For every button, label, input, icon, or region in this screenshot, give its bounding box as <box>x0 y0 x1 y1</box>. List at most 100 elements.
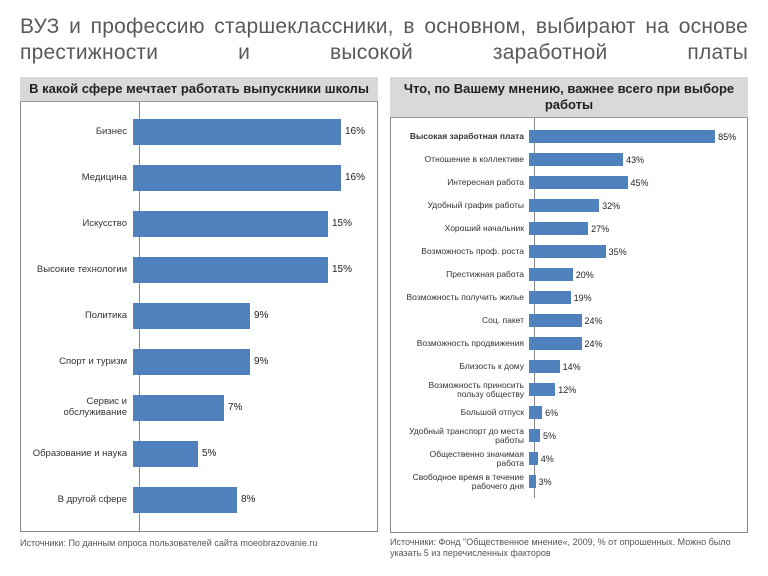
right-bar-label: Возможность продвижения <box>401 339 529 348</box>
right-bar-value: 35% <box>606 245 627 258</box>
left-bar-label: В другой сфере <box>31 495 133 505</box>
left-bar-label: Медицина <box>31 173 133 183</box>
right-bar-label: Отношение в коллективе <box>401 155 529 164</box>
right-source: Источники: Фонд "Общественное мнение«, 2… <box>390 537 748 560</box>
right-bar-value: 19% <box>571 291 592 304</box>
right-bar-label: Большой отпуск <box>401 408 529 417</box>
right-bar-wrap: 35% <box>529 245 737 258</box>
left-chart-title: В какой сфере мечтает работать выпускник… <box>20 77 378 102</box>
right-bar-label: Интересная работа <box>401 178 529 187</box>
right-bar <box>529 406 542 419</box>
left-bar <box>133 211 328 237</box>
left-bar-value: 9% <box>250 349 268 375</box>
right-bar-wrap: 20% <box>529 268 737 281</box>
left-bar-label: Высокие технологии <box>31 265 133 275</box>
left-bar-row: В другой сфере 8% <box>31 480 367 520</box>
left-bar <box>133 303 250 329</box>
left-bar-label: Сервис и обслуживание <box>31 397 133 418</box>
right-bar-value: 43% <box>623 153 644 166</box>
right-bar-row: Престижная работа20% <box>401 264 737 285</box>
left-plot-area: Бизнес16%Медицина16%Искусство15%Высокие … <box>21 102 377 532</box>
left-bar-value: 15% <box>328 257 352 283</box>
right-bar-row: Возможность продвижения 24% <box>401 333 737 354</box>
right-bar <box>529 176 628 189</box>
right-bar-value: 6% <box>542 406 558 419</box>
left-bar <box>133 395 224 421</box>
left-bar-row: Образование и наука5% <box>31 434 367 474</box>
left-bar-value: 7% <box>224 395 242 421</box>
left-bar-label: Спорт и туризм <box>31 357 133 367</box>
left-bar-wrap: 15% <box>133 257 367 283</box>
right-bar-row: Хороший начальник 27% <box>401 218 737 239</box>
right-bar-wrap: 4% <box>529 452 737 465</box>
left-bar-value: 15% <box>328 211 352 237</box>
left-bar-label: Искусство <box>31 219 133 229</box>
right-bar-row: Удобный транспорт до места работы 5% <box>401 425 737 446</box>
right-bar <box>529 199 599 212</box>
right-bar-row: Высокая заработная плата85% <box>401 126 737 147</box>
right-bar-wrap: 45% <box>529 176 737 189</box>
right-bar <box>529 452 538 465</box>
left-bar-label: Образование и наука <box>31 449 133 459</box>
right-bar-label: Близость к дому <box>401 362 529 371</box>
right-bar-label: Соц. пакет <box>401 316 529 325</box>
right-bar-row: Возможность проф. роста35% <box>401 241 737 262</box>
right-bar-value: 5% <box>540 429 556 442</box>
right-bar-wrap: 5% <box>529 429 737 442</box>
right-bar <box>529 429 540 442</box>
left-bar-value: 9% <box>250 303 268 329</box>
right-bar <box>529 268 573 281</box>
left-bar-row: Бизнес 16% <box>31 112 367 152</box>
right-bar-row: Соц. пакет24% <box>401 310 737 331</box>
right-bar-value: 3% <box>536 475 552 488</box>
right-bar <box>529 222 588 235</box>
right-bar-value: 4% <box>538 452 554 465</box>
right-bar <box>529 245 606 258</box>
charts-row: В какой сфере мечтает работать выпускник… <box>20 77 748 560</box>
slide: ВУЗ и профессию старшеклассники, в основ… <box>0 0 768 576</box>
left-bar-wrap: 8% <box>133 487 367 513</box>
right-bar <box>529 153 623 166</box>
right-bar <box>529 383 555 396</box>
right-bar-value: 14% <box>560 360 581 373</box>
left-bar <box>133 165 341 191</box>
right-bar-wrap: 32% <box>529 199 737 212</box>
right-bar <box>529 360 560 373</box>
right-bar-row: Отношение в коллективе 43% <box>401 149 737 170</box>
left-bar-wrap: 7% <box>133 395 367 421</box>
right-bar-row: Возможность приносить пользу обществу 12% <box>401 379 737 400</box>
right-bar-row: Общественно значимая работа4% <box>401 448 737 469</box>
left-bar-value: 16% <box>341 119 365 145</box>
right-bar-label: Престижная работа <box>401 270 529 279</box>
left-bar <box>133 257 328 283</box>
right-bar <box>529 130 715 143</box>
right-bar-row: Интересная работа45% <box>401 172 737 193</box>
left-bar-value: 8% <box>237 487 255 513</box>
right-bar-wrap: 43% <box>529 153 737 166</box>
left-bar-row: Медицина16% <box>31 158 367 198</box>
right-bar-row: Возможность получить жилье19% <box>401 287 737 308</box>
right-bar-wrap: 19% <box>529 291 737 304</box>
right-chart-title: Что, по Вашему мнению, важнее всего при … <box>390 77 748 119</box>
left-chart-body: Бизнес16%Медицина16%Искусство15%Высокие … <box>20 102 378 532</box>
left-bar <box>133 487 237 513</box>
left-bar-row: Высокие технологии 15% <box>31 250 367 290</box>
right-bar-value: 27% <box>588 222 609 235</box>
left-bar-row: Спорт и туризм 9% <box>31 342 367 382</box>
right-bar-value: 12% <box>555 383 576 396</box>
right-bar-wrap: 6% <box>529 406 737 419</box>
left-bar-label: Бизнес <box>31 127 133 137</box>
page-title: ВУЗ и профессию старшеклассники, в основ… <box>20 14 748 67</box>
right-bar <box>529 291 571 304</box>
right-bar-label: Удобный транспорт до места работы <box>401 427 529 445</box>
right-bar-row: Большой отпуск 6% <box>401 402 737 423</box>
right-bar-value: 32% <box>599 199 620 212</box>
right-bar <box>529 314 582 327</box>
right-bar-label: Возможность приносить пользу обществу <box>401 381 529 399</box>
right-panel: Что, по Вашему мнению, важнее всего при … <box>390 77 748 560</box>
right-bar-label: Высокая заработная плата <box>401 132 529 141</box>
right-bar-label: Хороший начальник <box>401 224 529 233</box>
left-bar-wrap: 5% <box>133 441 367 467</box>
right-bar-value: 24% <box>582 337 603 350</box>
right-bar-wrap: 27% <box>529 222 737 235</box>
